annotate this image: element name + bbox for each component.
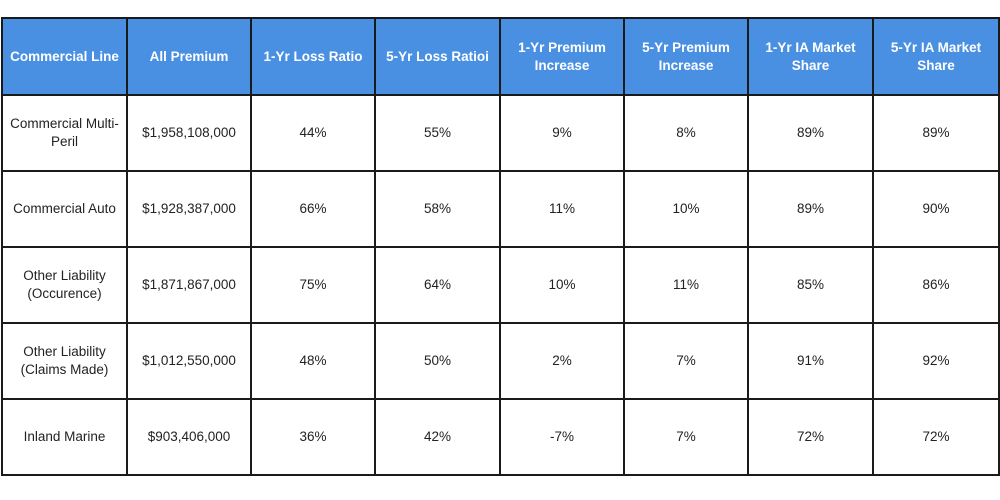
table-row: Other Liability (Claims Made) $1,012,550…	[1, 322, 1000, 400]
cell-1yr-ia-market-share: 89%	[747, 170, 874, 248]
commercial-lines-table: Commercial Line All Premium 1-Yr Loss Ra…	[1, 17, 1000, 476]
header-1yr-loss-ratio: 1-Yr Loss Ratio	[250, 17, 376, 96]
cell-5yr-ia-market-share: 90%	[872, 170, 1000, 248]
cell-1yr-loss-ratio: 36%	[250, 398, 376, 476]
commercial-lines-table-wrapper: Commercial Line All Premium 1-Yr Loss Ra…	[1, 17, 1000, 476]
cell-5yr-loss-ratio: 50%	[374, 322, 501, 400]
cell-1yr-ia-market-share: 85%	[747, 246, 874, 324]
cell-all-premium: $1,928,387,000	[126, 170, 252, 248]
cell-5yr-loss-ratio: 55%	[374, 94, 501, 172]
cell-1yr-loss-ratio: 44%	[250, 94, 376, 172]
cell-1yr-premium-increase: 11%	[499, 170, 625, 248]
header-5yr-premium-increase: 5-Yr Premium Increase	[623, 17, 749, 96]
cell-5yr-loss-ratio: 64%	[374, 246, 501, 324]
cell-5yr-premium-increase: 8%	[623, 94, 749, 172]
cell-commercial-line: Inland Marine	[1, 398, 128, 476]
table-body: Commercial Multi-Peril $1,958,108,000 44…	[1, 94, 1000, 476]
cell-1yr-ia-market-share: 72%	[747, 398, 874, 476]
header-1yr-ia-market-share: 1-Yr IA Market Share	[747, 17, 874, 96]
cell-1yr-premium-increase: 9%	[499, 94, 625, 172]
cell-5yr-ia-market-share: 86%	[872, 246, 1000, 324]
cell-5yr-premium-increase: 11%	[623, 246, 749, 324]
table-row: Commercial Multi-Peril $1,958,108,000 44…	[1, 94, 1000, 172]
cell-5yr-premium-increase: 7%	[623, 322, 749, 400]
cell-commercial-line: Commercial Auto	[1, 170, 128, 248]
cell-all-premium: $1,012,550,000	[126, 322, 252, 400]
cell-commercial-line: Other Liability (Claims Made)	[1, 322, 128, 400]
table-row: Other Liability (Occurence) $1,871,867,0…	[1, 246, 1000, 324]
cell-5yr-loss-ratio: 42%	[374, 398, 501, 476]
cell-5yr-ia-market-share: 72%	[872, 398, 1000, 476]
table-header: Commercial Line All Premium 1-Yr Loss Ra…	[1, 17, 1000, 96]
cell-1yr-ia-market-share: 91%	[747, 322, 874, 400]
table-row: Inland Marine $903,406,000 36% 42% -7% 7…	[1, 398, 1000, 476]
table-row: Commercial Auto $1,928,387,000 66% 58% 1…	[1, 170, 1000, 248]
cell-commercial-line: Other Liability (Occurence)	[1, 246, 128, 324]
header-commercial-line: Commercial Line	[1, 17, 128, 96]
header-5yr-ia-market-share: 5-Yr IA Market Share	[872, 17, 1000, 96]
header-row: Commercial Line All Premium 1-Yr Loss Ra…	[1, 17, 1000, 96]
cell-5yr-ia-market-share: 89%	[872, 94, 1000, 172]
header-1yr-premium-increase: 1-Yr Premium Increase	[499, 17, 625, 96]
cell-5yr-ia-market-share: 92%	[872, 322, 1000, 400]
cell-5yr-premium-increase: 10%	[623, 170, 749, 248]
header-5yr-loss-ratio: 5-Yr Loss Ratioi	[374, 17, 501, 96]
cell-all-premium: $1,958,108,000	[126, 94, 252, 172]
cell-1yr-premium-increase: -7%	[499, 398, 625, 476]
cell-1yr-premium-increase: 2%	[499, 322, 625, 400]
cell-5yr-loss-ratio: 58%	[374, 170, 501, 248]
cell-commercial-line: Commercial Multi-Peril	[1, 94, 128, 172]
cell-1yr-premium-increase: 10%	[499, 246, 625, 324]
cell-all-premium: $1,871,867,000	[126, 246, 252, 324]
header-all-premium: All Premium	[126, 17, 252, 96]
cell-1yr-loss-ratio: 66%	[250, 170, 376, 248]
cell-all-premium: $903,406,000	[126, 398, 252, 476]
cell-1yr-loss-ratio: 75%	[250, 246, 376, 324]
cell-1yr-loss-ratio: 48%	[250, 322, 376, 400]
cell-1yr-ia-market-share: 89%	[747, 94, 874, 172]
cell-5yr-premium-increase: 7%	[623, 398, 749, 476]
